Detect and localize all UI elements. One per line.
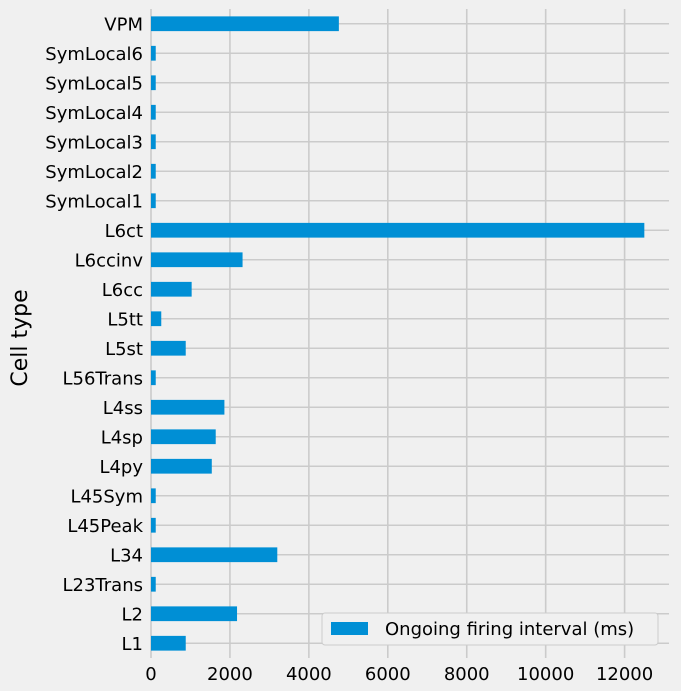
y-tick-label: L4py (99, 457, 143, 478)
bar-l6cc (151, 281, 192, 297)
bar-l2 (151, 606, 238, 622)
y-tick-label: L4ss (103, 398, 143, 419)
bar-vpm (151, 16, 339, 32)
bar-symlocal2 (151, 163, 156, 179)
y-tick-label: L45Sym (70, 486, 143, 507)
y-tick-label: L5st (105, 339, 143, 360)
legend-swatch (331, 622, 368, 635)
x-tick-label: 2000 (207, 664, 253, 685)
bar-symlocal5 (151, 75, 156, 91)
bar-l6ccinv (151, 252, 243, 268)
y-tick-label: L23Trans (63, 575, 144, 596)
x-tick-label: 0 (145, 664, 156, 685)
y-tick-label: SymLocal4 (45, 103, 143, 124)
bar-l34 (151, 547, 278, 563)
y-axis-label: Cell type (8, 289, 33, 386)
bar-l4py (151, 458, 212, 474)
bar-symlocal3 (151, 134, 156, 150)
bar-symlocal4 (151, 104, 156, 120)
x-tick-labels: 0 2000 4000 6000 8000 10000 12000 (145, 664, 653, 685)
legend-label: Ongoing firing interval (ms) (385, 619, 634, 640)
bar-l6ct (151, 222, 645, 238)
y-tick-label: SymLocal2 (45, 162, 143, 183)
y-tick-label: L56Trans (63, 368, 144, 389)
bars (151, 16, 645, 651)
y-tick-labels: L1 L2 L23Trans L34 L45Peak L45Sym L4py L4sp L4ss… (45, 14, 143, 655)
x-tick-label: 6000 (365, 664, 411, 685)
bar-l4sp (151, 429, 216, 445)
x-tick-label: 12000 (596, 664, 653, 685)
y-tick-label: SymLocal3 (45, 132, 143, 153)
bar-symlocal1 (151, 193, 156, 209)
y-tick-label: SymLocal6 (45, 44, 143, 65)
legend-box (321, 612, 659, 646)
bar-l1 (151, 635, 186, 651)
bar-symlocal6 (151, 45, 156, 61)
y-tick-label: L2 (122, 604, 143, 625)
legend: Ongoing firing interval (ms) (321, 612, 659, 646)
y-tick-label: L45Peak (67, 516, 143, 537)
x-tick-label: 10000 (517, 664, 574, 685)
x-tick-label: 4000 (286, 664, 332, 685)
bar-l5tt (151, 311, 162, 327)
y-tick-label: L34 (110, 545, 143, 566)
y-tick-label: VPM (104, 14, 143, 35)
bar-l4ss (151, 399, 225, 415)
bar-l45sym (151, 488, 156, 504)
bar-l45peak (151, 517, 156, 533)
bar-l56trans (151, 370, 156, 386)
y-tick-label: SymLocal1 (45, 191, 143, 212)
y-tick-label: L4sp (101, 427, 143, 448)
bar-l23trans (151, 576, 156, 592)
y-tick-label: L6ccinv (75, 250, 144, 271)
x-tick-label: 8000 (444, 664, 490, 685)
y-tick-label: L6ct (105, 221, 143, 242)
y-tick-label: L6cc (102, 280, 143, 301)
bar-l5st (151, 340, 186, 356)
y-tick-label: L1 (122, 634, 143, 655)
y-tick-label: L5tt (107, 309, 143, 330)
y-tick-label: SymLocal5 (45, 73, 143, 94)
